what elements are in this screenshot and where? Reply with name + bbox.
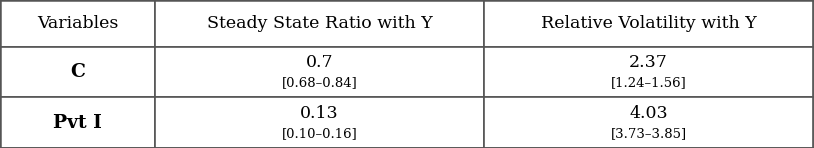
Text: Relative Volatility with Y: Relative Volatility with Y [540, 15, 756, 32]
Bar [484, 0, 813, 47]
Bar [155, 47, 484, 97]
Bar [155, 0, 484, 47]
Bar [0, 97, 155, 148]
Bar [0, 47, 155, 97]
Bar [484, 97, 813, 148]
Text: 0.7: 0.7 [306, 54, 333, 71]
Text: [0.68–0.84]: [0.68–0.84] [282, 76, 357, 89]
Text: [1.24–1.56]: [1.24–1.56] [610, 76, 686, 89]
Text: [3.73–3.85]: [3.73–3.85] [610, 127, 686, 140]
Text: [0.10–0.16]: [0.10–0.16] [282, 127, 357, 140]
Text: C: C [70, 63, 85, 81]
Text: Steady State Ratio with Y: Steady State Ratio with Y [207, 15, 432, 32]
Text: Variables: Variables [37, 15, 118, 32]
Text: 0.13: 0.13 [300, 105, 339, 122]
Bar [0, 0, 155, 47]
Text: 2.37: 2.37 [629, 54, 668, 71]
Text: 4.03: 4.03 [629, 105, 667, 122]
Text: Pvt I: Pvt I [53, 114, 102, 132]
Bar [155, 97, 484, 148]
Bar [484, 47, 813, 97]
